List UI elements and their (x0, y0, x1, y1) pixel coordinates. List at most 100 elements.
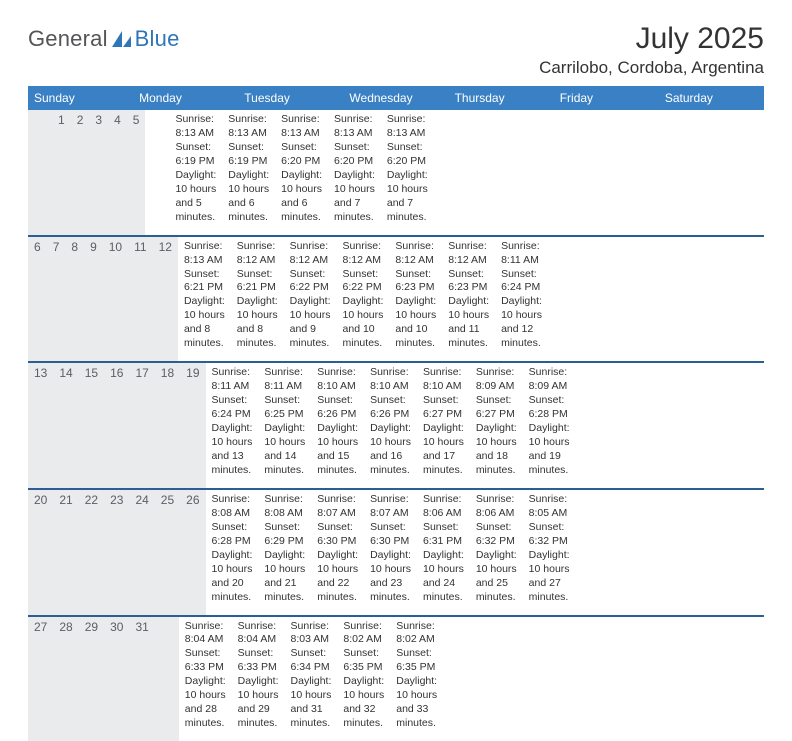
weekday-header-row: SundayMondayTuesdayWednesdayThursdayFrid… (28, 86, 764, 110)
location-text: Carrilobo, Cordoba, Argentina (539, 58, 764, 78)
details-row: Sunrise: 8:08 AMSunset: 6:28 PMDaylight:… (206, 490, 576, 615)
day-number: 6 (28, 237, 47, 362)
sunset-line: Sunset: 6:28 PM (212, 521, 253, 549)
day-details: Sunrise: 8:11 AMSunset: 6:24 PMDaylight:… (206, 363, 259, 488)
title-block: July 2025 Carrilobo, Cordoba, Argentina (539, 22, 764, 78)
sunset-line: Sunset: 6:25 PM (264, 394, 305, 422)
sunset-line: Sunset: 6:20 PM (281, 141, 322, 169)
sunrise-line: Sunrise: 8:02 AM (396, 620, 437, 648)
day-details: Sunrise: 8:08 AMSunset: 6:29 PMDaylight:… (258, 490, 311, 615)
daylight-line: Daylight: 10 hours and 32 minutes. (343, 675, 384, 731)
sunset-line: Sunset: 6:33 PM (238, 647, 279, 675)
day-number: 18 (155, 363, 180, 488)
day-details: Sunrise: 8:11 AMSunset: 6:25 PMDaylight:… (258, 363, 311, 488)
day-number (155, 617, 167, 741)
sunrise-line: Sunrise: 8:10 AM (423, 366, 464, 394)
day-details: Sunrise: 8:12 AMSunset: 6:23 PMDaylight:… (389, 237, 442, 362)
day-details: Sunrise: 8:03 AMSunset: 6:34 PMDaylight:… (285, 617, 338, 741)
sunset-line: Sunset: 6:26 PM (317, 394, 358, 422)
sunrise-line: Sunrise: 8:04 AM (185, 620, 226, 648)
sunset-line: Sunset: 6:35 PM (396, 647, 437, 675)
day-details: Sunrise: 8:13 AMSunset: 6:20 PMDaylight:… (328, 110, 381, 235)
sunset-line: Sunset: 6:29 PM (264, 521, 305, 549)
sunrise-line: Sunrise: 8:12 AM (343, 240, 384, 268)
day-number-row: 20212223242526 (28, 490, 206, 615)
sunset-line: Sunset: 6:21 PM (237, 268, 278, 296)
day-number-row: 6789101112 (28, 237, 178, 362)
daylight-line: Daylight: 10 hours and 9 minutes. (290, 295, 331, 351)
daylight-line: Daylight: 10 hours and 5 minutes. (175, 169, 216, 225)
day-number: 27 (28, 617, 53, 741)
weekday-header: Saturday (659, 86, 764, 110)
day-number: 10 (103, 237, 128, 362)
day-number: 25 (155, 490, 180, 615)
sunrise-line: Sunrise: 8:13 AM (387, 113, 428, 141)
day-details: Sunrise: 8:08 AMSunset: 6:28 PMDaylight:… (206, 490, 259, 615)
sunset-line: Sunset: 6:22 PM (343, 268, 384, 296)
sunrise-line: Sunrise: 8:13 AM (184, 240, 225, 268)
sunset-line: Sunset: 6:27 PM (476, 394, 517, 422)
sunset-line: Sunset: 6:31 PM (423, 521, 464, 549)
daylight-line: Daylight: 10 hours and 6 minutes. (228, 169, 269, 225)
day-number: 4 (108, 110, 127, 235)
week-block: 13141516171819Sunrise: 8:11 AMSunset: 6:… (28, 363, 764, 490)
day-details: Sunrise: 8:09 AMSunset: 6:27 PMDaylight:… (470, 363, 523, 488)
day-details: Sunrise: 8:13 AMSunset: 6:19 PMDaylight:… (222, 110, 275, 235)
month-title: July 2025 (539, 22, 764, 56)
sunrise-line: Sunrise: 8:13 AM (334, 113, 375, 141)
sunrise-line: Sunrise: 8:08 AM (212, 493, 253, 521)
sunrise-line: Sunrise: 8:05 AM (529, 493, 570, 521)
sunrise-line: Sunrise: 8:08 AM (264, 493, 305, 521)
daylight-line: Daylight: 10 hours and 14 minutes. (264, 422, 305, 478)
daylight-line: Daylight: 10 hours and 19 minutes. (529, 422, 570, 478)
day-number: 9 (84, 237, 103, 362)
sunrise-line: Sunrise: 8:06 AM (423, 493, 464, 521)
daylight-line: Daylight: 10 hours and 7 minutes. (334, 169, 375, 225)
day-number: 15 (79, 363, 104, 488)
sunrise-line: Sunrise: 8:12 AM (395, 240, 436, 268)
sunrise-line: Sunrise: 8:11 AM (264, 366, 305, 394)
day-details: Sunrise: 8:04 AMSunset: 6:33 PMDaylight:… (179, 617, 232, 741)
day-number: 29 (79, 617, 104, 741)
day-details: Sunrise: 8:13 AMSunset: 6:20 PMDaylight:… (275, 110, 328, 235)
daylight-line: Daylight: 10 hours and 20 minutes. (212, 549, 253, 605)
details-row: Sunrise: 8:04 AMSunset: 6:33 PMDaylight:… (179, 617, 467, 741)
brand-word-1: General (28, 26, 108, 52)
day-details: Sunrise: 8:13 AMSunset: 6:20 PMDaylight:… (381, 110, 434, 235)
sunset-line: Sunset: 6:30 PM (370, 521, 411, 549)
weekday-header: Tuesday (238, 86, 343, 110)
daylight-line: Daylight: 10 hours and 18 minutes. (476, 422, 517, 478)
sunset-line: Sunset: 6:21 PM (184, 268, 225, 296)
day-details (443, 617, 455, 741)
weeks-container: 12345Sunrise: 8:13 AMSunset: 6:19 PMDayl… (28, 110, 764, 741)
day-details: Sunrise: 8:05 AMSunset: 6:32 PMDaylight:… (523, 490, 576, 615)
day-details: Sunrise: 8:02 AMSunset: 6:35 PMDaylight:… (337, 617, 390, 741)
sunrise-line: Sunrise: 8:07 AM (317, 493, 358, 521)
sunset-line: Sunset: 6:24 PM (212, 394, 253, 422)
sunset-line: Sunset: 6:26 PM (370, 394, 411, 422)
brand-word-2: Blue (135, 26, 180, 52)
calendar-page: General Blue July 2025 Carrilobo, Cordob… (0, 0, 792, 741)
sunrise-line: Sunrise: 8:10 AM (317, 366, 358, 394)
sunrise-line: Sunrise: 8:10 AM (370, 366, 411, 394)
day-details: Sunrise: 8:13 AMSunset: 6:21 PMDaylight:… (178, 237, 231, 362)
day-details: Sunrise: 8:12 AMSunset: 6:22 PMDaylight:… (284, 237, 337, 362)
week-block: 20212223242526Sunrise: 8:08 AMSunset: 6:… (28, 490, 764, 617)
sunrise-line: Sunrise: 8:03 AM (291, 620, 332, 648)
brand-logo: General Blue (28, 26, 180, 52)
daylight-line: Daylight: 10 hours and 8 minutes. (237, 295, 278, 351)
day-number (40, 110, 52, 235)
daylight-line: Daylight: 10 hours and 29 minutes. (238, 675, 279, 731)
sunset-line: Sunset: 6:27 PM (423, 394, 464, 422)
day-number: 13 (28, 363, 53, 488)
sunset-line: Sunset: 6:32 PM (476, 521, 517, 549)
day-number (28, 110, 40, 235)
day-number: 21 (53, 490, 78, 615)
daylight-line: Daylight: 10 hours and 21 minutes. (264, 549, 305, 605)
day-details (455, 617, 467, 741)
sunset-line: Sunset: 6:22 PM (290, 268, 331, 296)
daylight-line: Daylight: 10 hours and 23 minutes. (370, 549, 411, 605)
day-number: 1 (52, 110, 71, 235)
day-number: 30 (104, 617, 129, 741)
daylight-line: Daylight: 10 hours and 10 minutes. (343, 295, 384, 351)
